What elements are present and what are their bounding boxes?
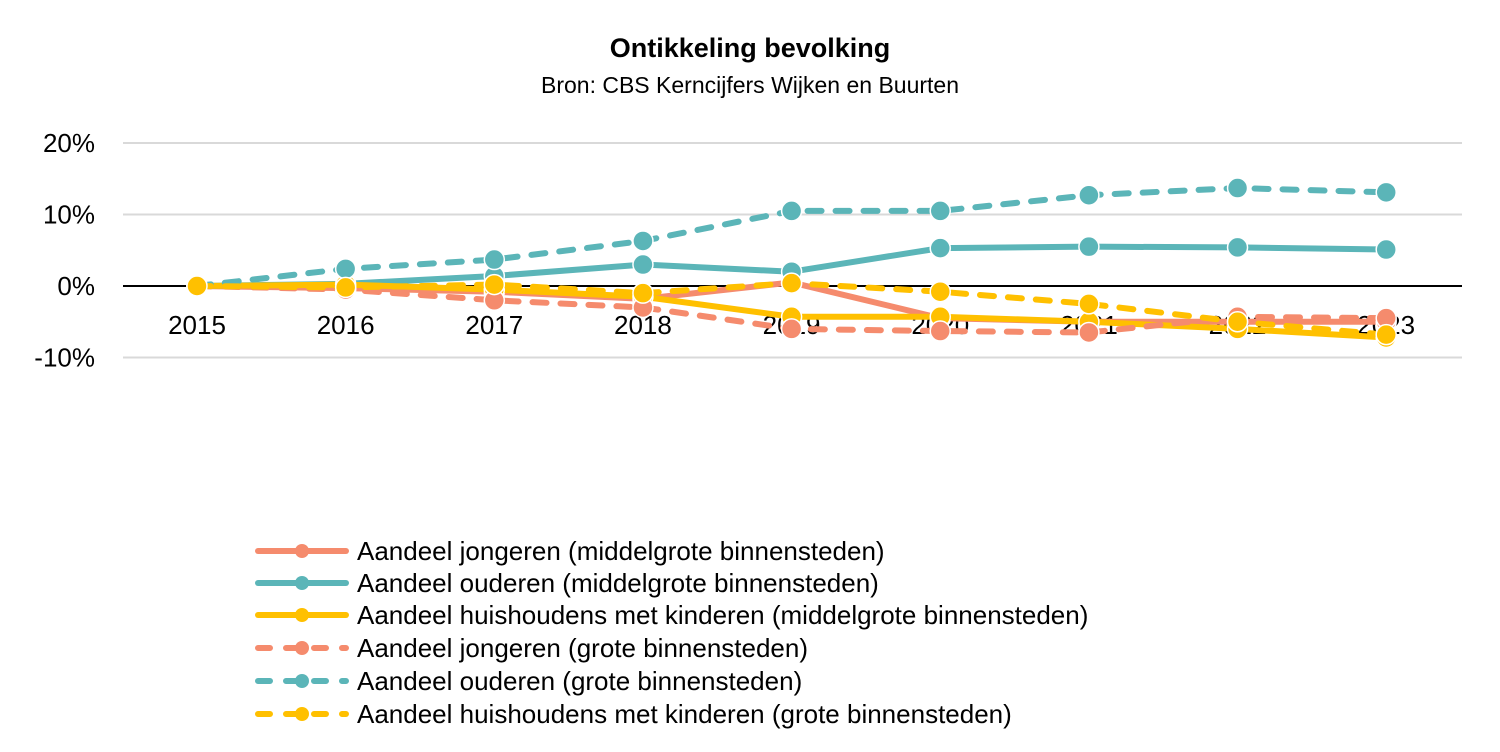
- data-point: [1375, 323, 1397, 346]
- legend-label: Aandeel huishoudens met kinderen (grote …: [357, 699, 1012, 729]
- y-tick-label: -10%: [34, 343, 95, 373]
- data-point: [1375, 181, 1397, 204]
- data-point: [929, 237, 951, 259]
- data-point: [780, 318, 803, 340]
- legend-label: Aandeel jongeren (grote binnensteden): [357, 633, 808, 663]
- series-6: [186, 272, 1397, 346]
- chart-subtitle: Bron: CBS Kerncijfers Wijken en Buurten: [541, 72, 959, 98]
- legend-swatch-marker: [295, 544, 309, 558]
- data-point: [186, 275, 208, 297]
- data-point: [1078, 184, 1100, 206]
- series-group: [186, 177, 1397, 349]
- data-point: [632, 230, 654, 252]
- chart-title: Ontikkeling bevolking: [610, 33, 891, 63]
- y-tick-label: 0%: [57, 271, 95, 301]
- legend-item: Aandeel jongeren (grote binnensteden): [255, 633, 808, 663]
- legend-label: Aandeel huishoudens met kinderen (middel…: [357, 600, 1088, 630]
- data-point: [632, 282, 654, 304]
- legend-label: Aandeel ouderen (grote binnensteden): [357, 666, 802, 696]
- data-point: [780, 200, 803, 222]
- legend-item: Aandeel huishoudens met kinderen (grote …: [255, 699, 1012, 729]
- data-point: [334, 258, 357, 280]
- legend-swatch-marker: [295, 674, 309, 688]
- data-point: [1226, 236, 1249, 259]
- data-point: [929, 280, 951, 303]
- x-tick-label: 2015: [168, 310, 226, 340]
- y-tick-label: 10%: [43, 200, 95, 230]
- data-point: [1375, 238, 1397, 261]
- data-point: [483, 248, 506, 271]
- data-point: [1226, 311, 1249, 333]
- legend-swatch-marker: [295, 707, 309, 721]
- data-point: [1078, 235, 1100, 258]
- legend: Aandeel jongeren (middelgrote binnensted…: [255, 536, 1088, 729]
- series-5: [186, 177, 1397, 297]
- legend-swatch-marker: [295, 641, 309, 655]
- legend-item: Aandeel ouderen (grote binnensteden): [255, 666, 802, 696]
- y-tick-label: 20%: [43, 128, 95, 158]
- legend-label: Aandeel ouderen (middelgrote binnenstede…: [357, 568, 879, 598]
- data-point: [780, 272, 803, 294]
- data-point: [1226, 177, 1249, 199]
- legend-item: Aandeel huishoudens met kinderen (middel…: [255, 600, 1088, 630]
- y-axis-ticks: 20% 10% 0% -10%: [34, 128, 95, 373]
- legend-item: Aandeel jongeren (middelgrote binnensted…: [255, 536, 885, 566]
- legend-item: Aandeel ouderen (middelgrote binnenstede…: [255, 568, 879, 598]
- data-point: [334, 276, 357, 299]
- data-point: [929, 320, 951, 342]
- legend-swatch-marker: [295, 576, 309, 590]
- x-tick-label: 2016: [317, 310, 375, 340]
- data-point: [632, 253, 654, 276]
- data-point: [483, 273, 506, 296]
- x-tick-label: 2017: [465, 310, 523, 340]
- data-point: [1078, 293, 1100, 315]
- data-point: [929, 200, 951, 222]
- data-point: [1078, 321, 1100, 344]
- legend-swatch-marker: [295, 608, 309, 622]
- legend-label: Aandeel jongeren (middelgrote binnensted…: [357, 536, 885, 566]
